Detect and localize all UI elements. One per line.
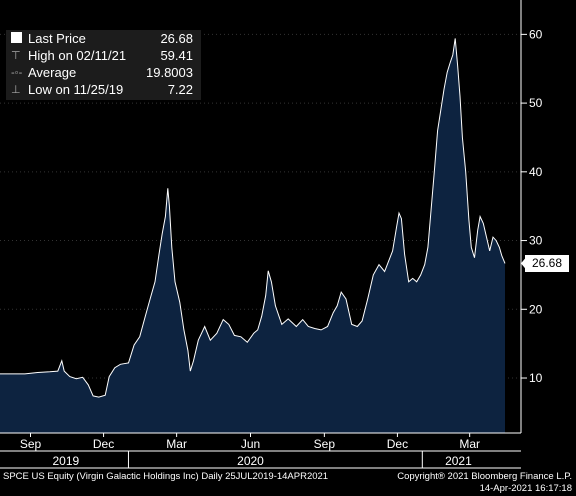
y-tick-label: 50 [529, 96, 543, 110]
x-tick-label: Mar [166, 437, 187, 451]
plot-area [0, 33, 521, 434]
low-marker-icon: ⊥ [11, 84, 21, 96]
average-marker-icon: -◦- [11, 67, 23, 79]
y-axis: 10 20 30 40 50 60 [520, 0, 543, 433]
last-price-arrow [521, 257, 526, 270]
legend-value-average: 19.8003 [146, 65, 193, 80]
year-label: 2019 [52, 454, 79, 468]
y-tick-label: 20 [529, 302, 543, 316]
footer-ticker: SPCE US Equity (Virgin Galactic Holdings… [3, 471, 329, 482]
x-tick-label: Dec [93, 437, 114, 451]
y-tick-label: 10 [529, 371, 543, 385]
footer-timestamp: 14-Apr-2021 16:17:18 [479, 483, 572, 494]
legend-label-high: High on 02/11/21 [28, 48, 127, 63]
year-label: 2021 [445, 454, 472, 468]
high-marker-icon: ⊤ [11, 50, 21, 62]
legend-label-last: Last Price [28, 31, 86, 46]
price-line [0, 38, 506, 398]
x-tick-label: Dec [387, 437, 408, 451]
legend-value-low: 7.22 [167, 82, 193, 97]
year-label: 2020 [237, 454, 264, 468]
x-tick-label: Jun [241, 437, 260, 451]
y-tick-label: 60 [529, 27, 543, 41]
price-area [0, 38, 505, 434]
legend-value-high: 59.41 [160, 48, 193, 63]
x-tick-label: Sep [20, 437, 42, 451]
y-tick-label: 40 [529, 165, 543, 179]
last-price-tag: 26.68 [525, 255, 569, 272]
legend-label-low: Low on 11/25/19 [28, 82, 124, 97]
last-price-swatch [11, 32, 22, 48]
legend-label-average: Average [28, 65, 77, 80]
legend-box: Last Price 26.68 ⊤ High on 02/11/21 59.4… [6, 30, 201, 100]
x-tick-label: Sep [314, 437, 336, 451]
x-axis: Sep Dec Mar Jun Sep Dec Mar 2019 2020 2021 [0, 432, 521, 469]
footer-copyright: Copyright® 2021 Bloomberg Finance L.P. [397, 471, 572, 482]
x-tick-label: Mar [459, 437, 480, 451]
legend-value-last: 26.68 [160, 31, 193, 46]
y-tick-label: 30 [529, 234, 543, 248]
